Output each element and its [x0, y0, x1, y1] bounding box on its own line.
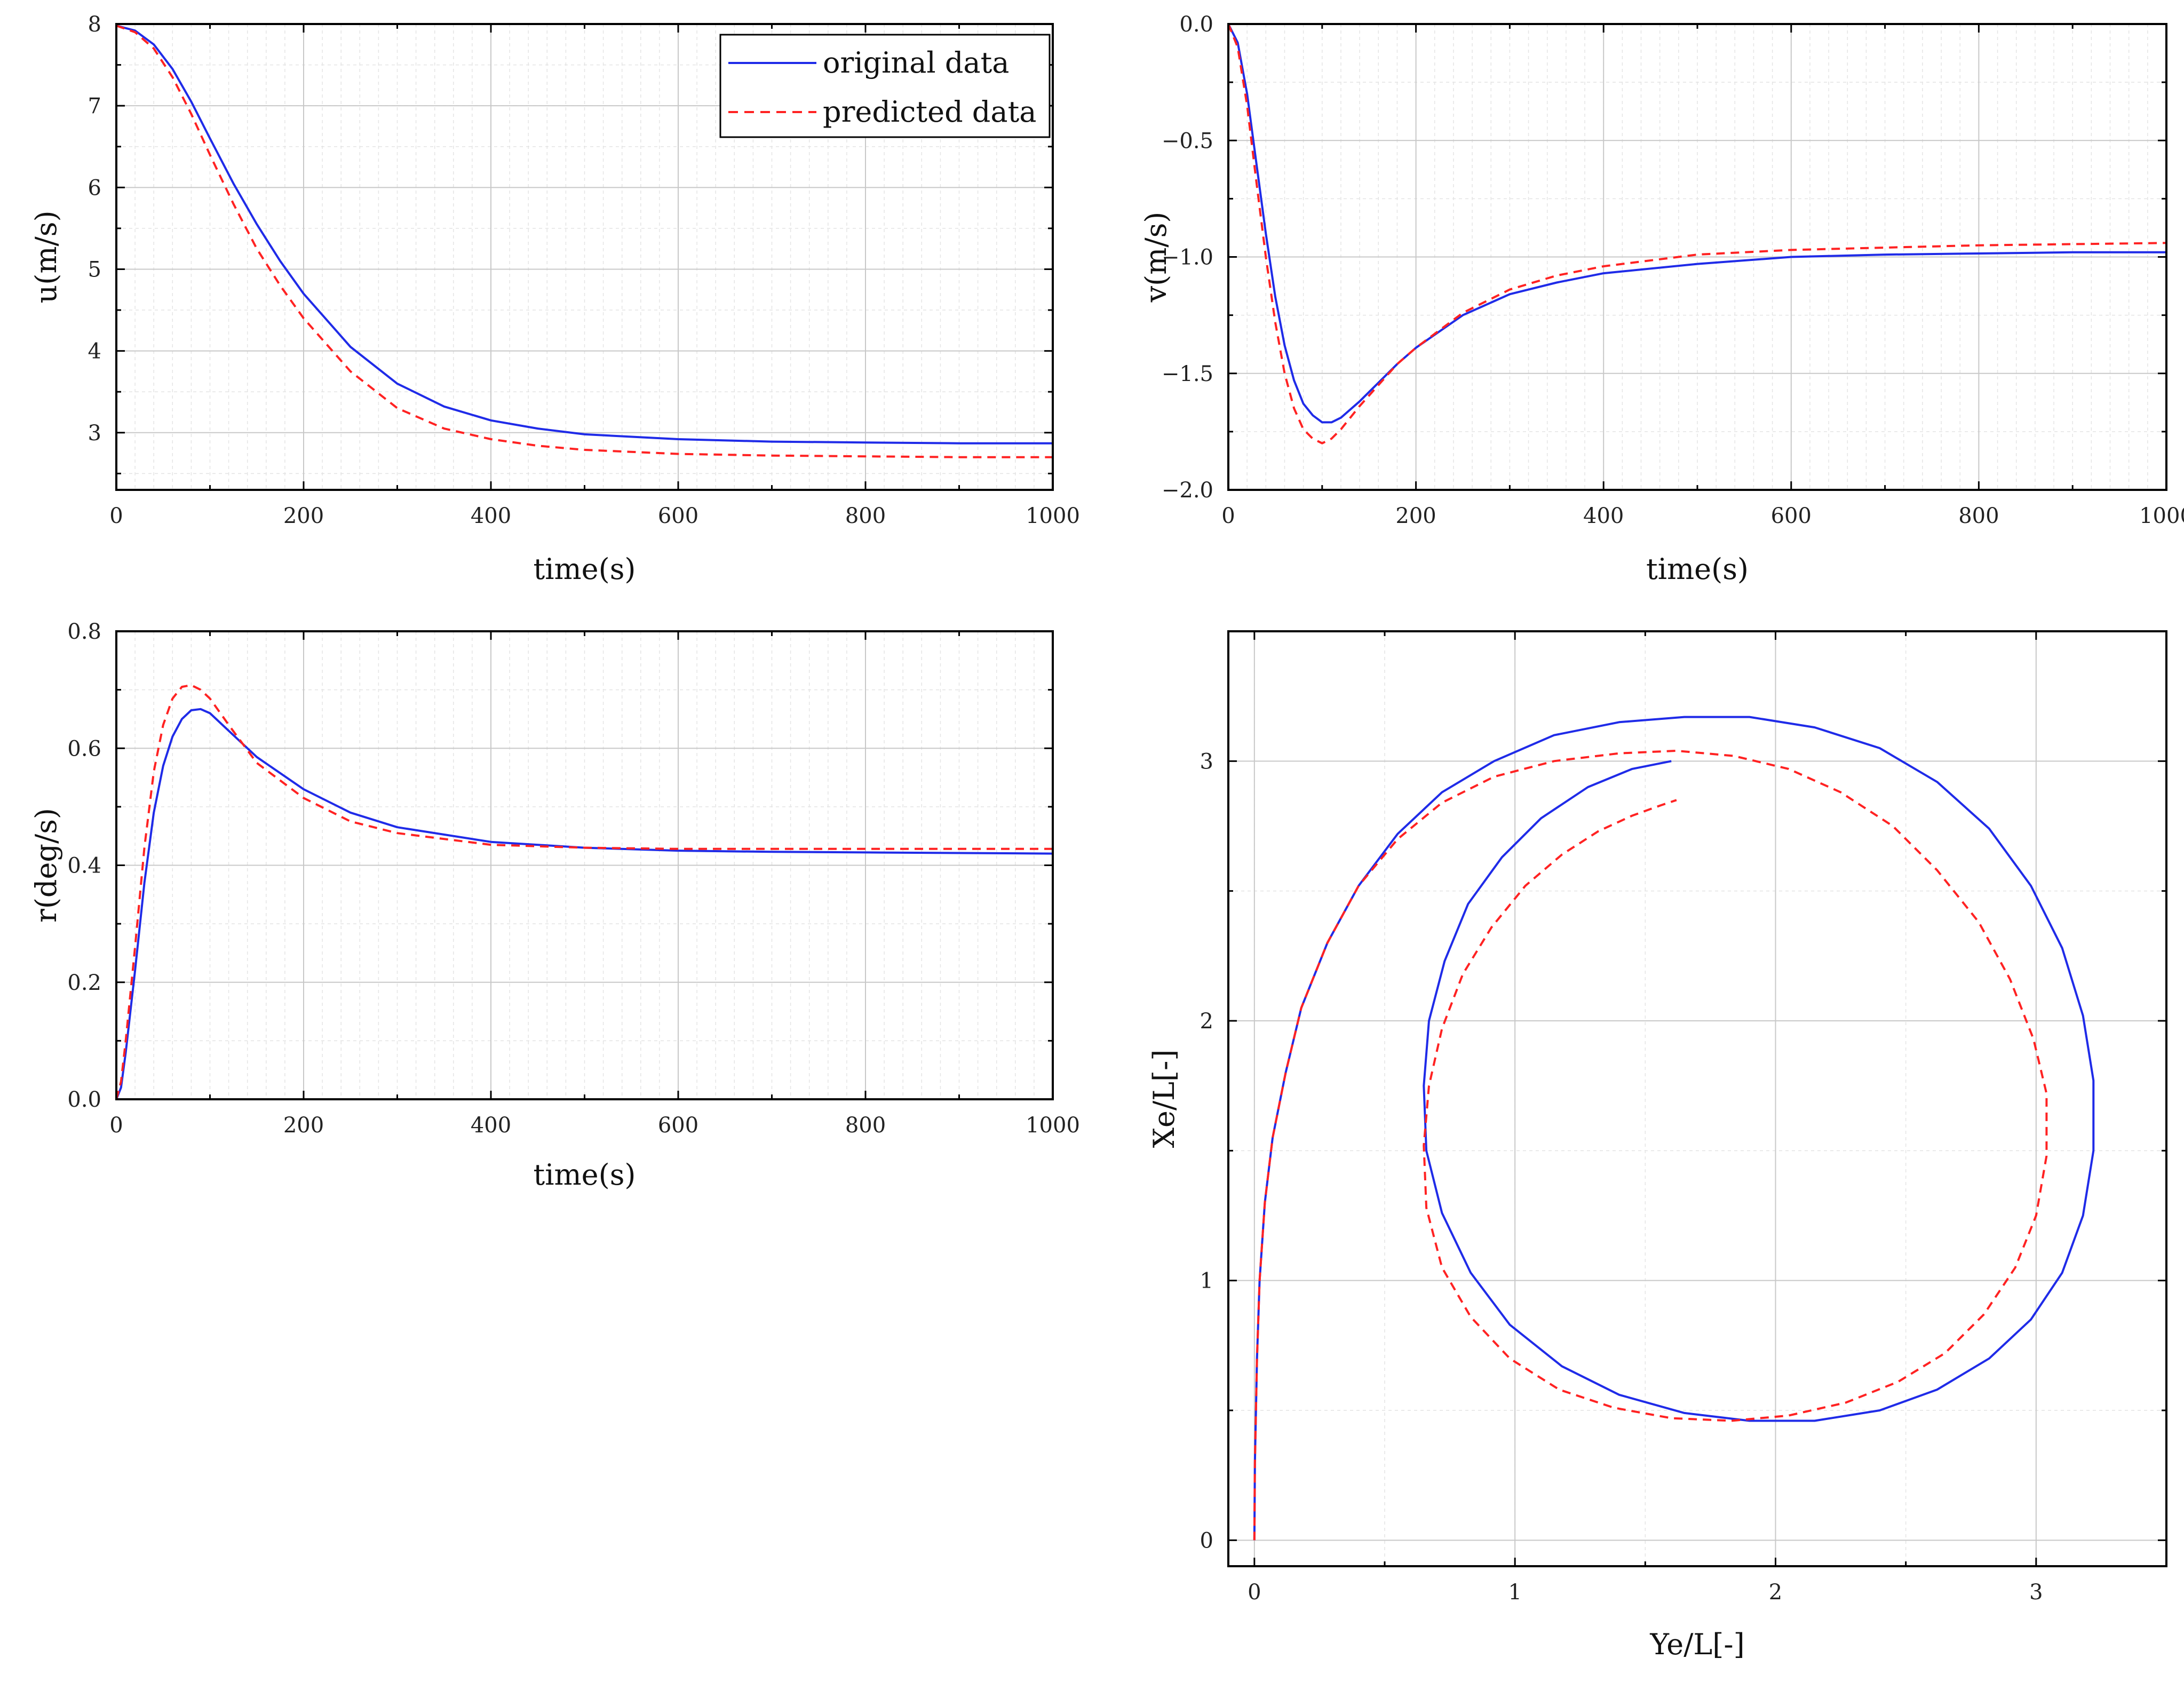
x-tick-label: 600	[1771, 504, 1812, 528]
y-tick-label: 5	[88, 257, 101, 282]
y-tick-label: −0.5	[1162, 129, 1213, 153]
y-tick-label: 3	[1200, 749, 1213, 774]
y-tick-label: 4	[88, 339, 101, 364]
y-tick-label: 2	[1200, 1009, 1213, 1034]
y-axis-label: v(m/s)	[1139, 212, 1173, 303]
x-axis-label: Ye/L[-]	[1649, 1628, 1744, 1661]
y-tick-label: 0.6	[67, 736, 101, 761]
y-tick-label: 0.0	[67, 1088, 101, 1112]
x-tick-label: 0	[1248, 1580, 1261, 1605]
y-tick-label: 0.8	[67, 620, 101, 644]
x-tick-label: 400	[471, 1113, 511, 1138]
y-axis-label: r(deg/s)	[29, 808, 63, 923]
series-predicted-line	[116, 25, 1053, 458]
x-tick-label: 0	[109, 504, 123, 528]
x-tick-label: 400	[1583, 504, 1624, 528]
x-tick-label: 2	[1769, 1580, 1782, 1605]
axes-frame	[1227, 630, 2167, 1567]
y-tick-label: −1.5	[1162, 362, 1213, 386]
x-tick-label: 0	[1221, 504, 1235, 528]
series-original-line	[1253, 716, 2095, 1541]
x-tick-label: 600	[658, 1113, 698, 1138]
y-axis-label: u(m/s)	[29, 210, 63, 303]
legend-predicted-label: predicted data	[823, 95, 1036, 129]
y-tick-label: 0.2	[67, 971, 101, 995]
series-predicted-line	[1253, 749, 2048, 1541]
x-tick-label: 1	[1508, 1580, 1521, 1605]
legend-original-label: original data	[823, 46, 1010, 80]
x-tick-label: 800	[1958, 504, 1999, 528]
x-tick-label: 800	[845, 1113, 886, 1138]
y-tick-label: 0.4	[67, 854, 101, 878]
x-tick-label: 200	[283, 1113, 324, 1138]
y-tick-label: 7	[88, 94, 101, 118]
y-tick-label: 1	[1200, 1269, 1213, 1294]
y-tick-label: 0.0	[1179, 12, 1213, 37]
x-axis-label: time(s)	[534, 552, 636, 586]
series-original-line	[116, 25, 1053, 445]
series-original-line	[116, 708, 1053, 1099]
y-tick-label: 3	[88, 421, 101, 446]
chart-v-velocity: 0 200 400 600 800 1000 −2.0 −1.5 −1.0 −0.5 0.0 time…	[1139, 12, 2184, 586]
x-tick-label: 600	[658, 504, 698, 528]
y-tick-label: 8	[88, 12, 101, 37]
x-tick-label: 1000	[2139, 504, 2184, 528]
legend: original data predicted data	[719, 34, 1051, 138]
x-tick-label: 1000	[1026, 1113, 1080, 1138]
x-tick-label: 0	[109, 1113, 123, 1138]
x-tick-label: 3	[2029, 1580, 2043, 1605]
series-predicted-line	[1228, 24, 2166, 445]
x-tick-label: 400	[471, 504, 511, 528]
x-axis-label: time(s)	[534, 1158, 636, 1192]
x-axis-label: time(s)	[1646, 552, 1749, 586]
x-tick-label: 800	[845, 504, 886, 528]
legend-box	[719, 34, 1051, 138]
series-original-line	[1228, 24, 2166, 424]
y-tick-label: 6	[88, 176, 101, 200]
chart-trajectory: 0 1 2 3 0 1 2 3 Ye/L[-] Xe/L[-]	[1147, 630, 2167, 1661]
chart-r-yaw-rate: 0 200 400 600 800 1000 0.0 0.2 0.4 0.6 0.8 time(s) r…	[29, 620, 1080, 1192]
y-tick-label: −1.0	[1162, 245, 1213, 270]
series-predicted-line	[116, 684, 1053, 1099]
y-tick-label: 0	[1200, 1528, 1213, 1553]
y-tick-label: −2.0	[1162, 478, 1213, 503]
y-axis-label: Xe/L[-]	[1147, 1050, 1181, 1148]
x-tick-label: 200	[283, 504, 324, 528]
x-tick-label: 1000	[1026, 504, 1080, 528]
x-tick-label: 200	[1395, 504, 1436, 528]
